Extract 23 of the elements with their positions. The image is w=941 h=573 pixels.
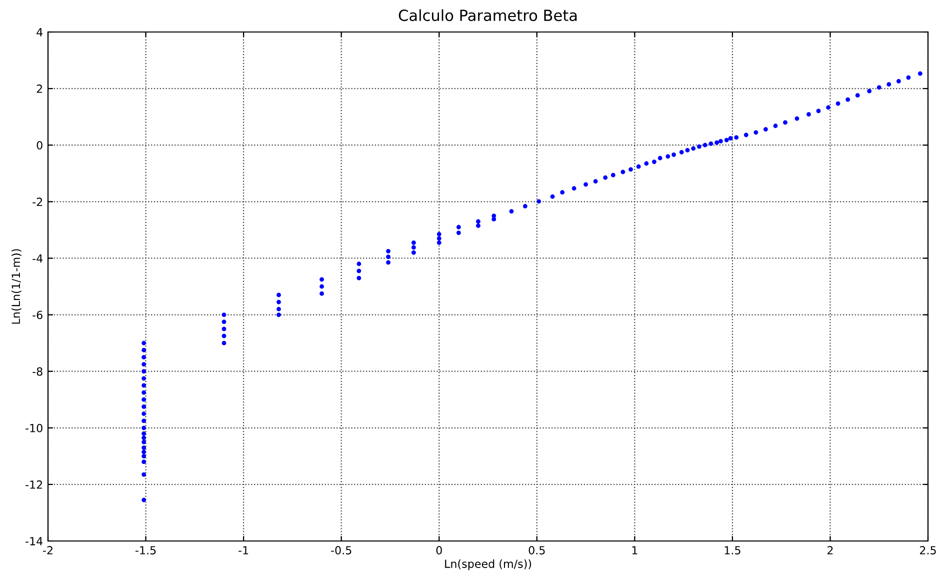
x-tick-label: 0 — [436, 546, 442, 554]
y-axis-title: Ln(Ln(1/1-m)) — [11, 249, 22, 324]
y-tick-label: -2 — [32, 198, 42, 206]
x-tick-label: -1 — [238, 546, 248, 554]
x-tick-label: 2.5 — [920, 546, 936, 554]
y-tick-label: -4 — [32, 254, 43, 262]
x-tick-label: -1.5 — [135, 546, 156, 554]
chart-title: Calculo Parametro Beta — [398, 9, 577, 22]
x-tick-label: 2 — [828, 546, 833, 554]
x-axis-title: Ln(speed (m/s)) — [445, 559, 532, 570]
y-tick-label: -10 — [26, 424, 42, 432]
y-tick-label: 2 — [36, 84, 42, 93]
x-tick-label: 1.5 — [724, 546, 740, 554]
y-tick-label: 0 — [36, 141, 42, 150]
x-tick-label: -0.5 — [331, 546, 352, 554]
y-tick-label: -8 — [32, 367, 42, 376]
y-tick-label: -14 — [26, 537, 43, 546]
x-tick-label: 0.5 — [528, 546, 545, 554]
x-tick-label: -2 — [43, 546, 52, 554]
y-tick-label: -12 — [26, 480, 42, 489]
y-tick-label: -6 — [32, 310, 42, 320]
y-tick-label: 4 — [36, 28, 43, 36]
x-tick-label: 1 — [632, 546, 638, 554]
